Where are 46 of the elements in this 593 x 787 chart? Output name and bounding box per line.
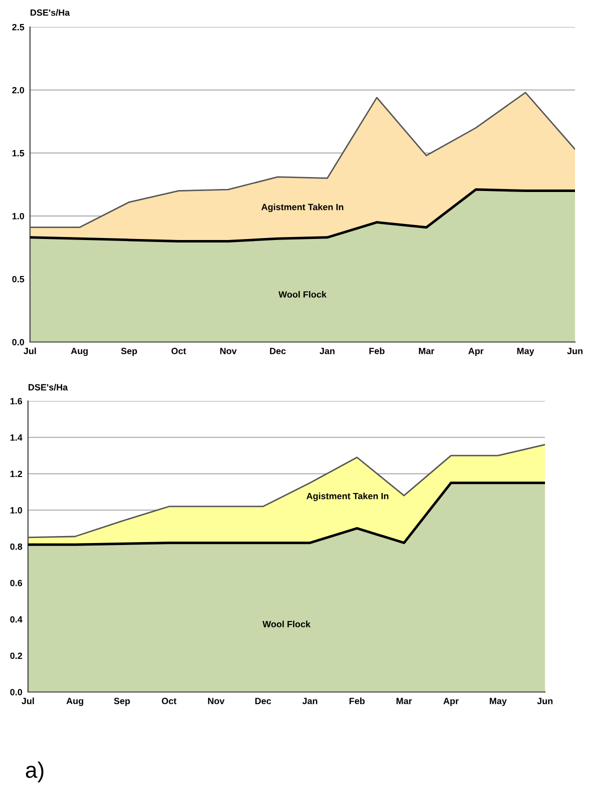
y-tick-label: 1.0: [12, 212, 24, 220]
x-tick-label: Sep: [114, 698, 130, 706]
y-tick-label: 0.5: [12, 276, 24, 282]
y-tick-label: 1.5: [12, 150, 24, 156]
x-tick-label: Apr: [468, 348, 484, 356]
y-axis-title: DSE's/Ha: [28, 384, 68, 391]
x-tick-label: Apr: [443, 698, 459, 706]
x-tick-label: Jan: [302, 698, 318, 704]
x-tick-label: Mar: [396, 698, 412, 704]
x-tick-label: May: [490, 698, 507, 706]
x-tick-label: Jun: [567, 348, 582, 354]
y-tick-label: 0.6: [10, 580, 22, 586]
y-tick-label: 0.4: [10, 616, 22, 623]
x-tick-label: Mar: [418, 348, 434, 354]
y-tick-label: 0.2: [10, 652, 22, 659]
x-tick-label: Nov: [220, 348, 237, 354]
x-tick-label: Jun: [537, 698, 552, 704]
x-tick-label: Dec: [255, 698, 272, 704]
y-tick-label: 0.0: [10, 688, 22, 696]
x-tick-label: May: [517, 348, 534, 356]
x-tick-label: Sep: [121, 348, 137, 356]
x-tick-label: Feb: [350, 698, 365, 704]
y-axis-title: DSE's/Ha: [30, 9, 70, 16]
x-tick-label: Dec: [270, 348, 286, 354]
x-tick-label: Oct: [162, 698, 176, 704]
y-tick-label: 0.0: [12, 338, 24, 346]
x-tick-label: Aug: [66, 698, 84, 706]
series-label: Agistment Taken In: [306, 492, 388, 502]
series-label: Wool Flock: [262, 620, 311, 628]
y-tick-label: 1.4: [10, 434, 22, 441]
x-tick-label: Jul: [24, 348, 36, 354]
y-tick-label: 1.2: [10, 470, 22, 478]
text: a): [26, 762, 44, 782]
y-tick-label: 2.5: [12, 24, 24, 30]
y-tick-label: 0.8: [10, 543, 22, 550]
x-tick-label: Jul: [22, 698, 34, 704]
x-tick-label: Nov: [208, 698, 224, 704]
y-tick-label: 1.0: [10, 507, 22, 514]
y-tick-label: 2.0: [12, 86, 24, 94]
series-label: Wool Flock: [278, 291, 327, 298]
x-tick-label: Feb: [369, 348, 384, 354]
x-tick-label: Oct: [171, 348, 186, 354]
y-tick-label: 1.6: [10, 398, 22, 404]
x-tick-label: Aug: [70, 348, 88, 356]
series-label: Agistment Taken In: [261, 204, 344, 212]
x-tick-label: Jan: [320, 348, 334, 354]
